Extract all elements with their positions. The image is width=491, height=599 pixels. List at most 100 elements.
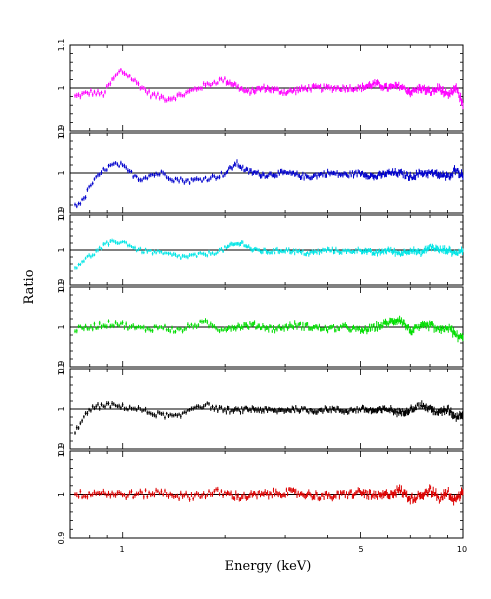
data-point — [231, 166, 233, 171]
data-point — [120, 405, 122, 410]
data-point — [327, 493, 329, 499]
data-point — [243, 406, 245, 412]
data-point — [272, 325, 275, 330]
data-point — [86, 254, 89, 258]
data-point — [125, 321, 127, 327]
data-point — [429, 244, 431, 250]
data-point — [139, 407, 142, 411]
data-point — [438, 247, 439, 253]
data-point — [294, 251, 296, 256]
data-point — [315, 172, 317, 177]
data-point — [370, 83, 371, 89]
data-point — [134, 493, 136, 498]
data-point — [349, 489, 351, 495]
data-point — [298, 493, 300, 497]
data-point — [285, 247, 287, 251]
data-point — [331, 496, 333, 502]
data-point — [171, 413, 173, 418]
data-point — [362, 82, 363, 89]
data-point — [155, 171, 157, 176]
data-point — [261, 409, 263, 414]
data-point — [377, 252, 378, 257]
data-point — [363, 86, 365, 90]
data-point — [132, 323, 135, 328]
data-point — [199, 177, 202, 181]
data-point — [320, 249, 322, 253]
data-point — [334, 327, 336, 333]
data-point — [285, 171, 287, 175]
data-point — [448, 245, 450, 252]
data-point — [371, 173, 373, 178]
data-point — [190, 406, 193, 411]
data-point — [322, 492, 324, 497]
data-point — [287, 327, 289, 331]
data-point — [351, 249, 353, 254]
data-point — [449, 410, 451, 416]
data-point — [134, 406, 136, 411]
data-point — [199, 86, 202, 91]
data-point — [327, 329, 329, 334]
data-point — [263, 491, 265, 497]
data-point — [245, 87, 247, 93]
data-point — [254, 170, 256, 174]
data-point — [224, 490, 226, 495]
data-point — [297, 408, 299, 413]
data-point — [392, 318, 394, 325]
data-point — [380, 251, 382, 254]
data-point — [303, 176, 305, 181]
data-point — [74, 492, 76, 496]
data-point — [197, 404, 200, 409]
data-point — [258, 490, 260, 494]
data-point — [355, 86, 357, 91]
data-point — [420, 491, 422, 499]
data-point — [396, 485, 398, 491]
data-point — [250, 247, 252, 252]
data-point — [292, 248, 295, 252]
panel-5: 0.911.1 — [57, 363, 464, 455]
data-point — [427, 322, 429, 328]
data-point — [375, 408, 377, 413]
data-point — [231, 82, 233, 87]
data-point — [242, 87, 244, 92]
data-point — [371, 407, 373, 414]
data-point — [441, 409, 443, 416]
data-point — [408, 176, 409, 181]
data-point — [123, 325, 126, 330]
data-point — [436, 88, 438, 93]
data-point — [322, 409, 324, 414]
data-point — [86, 90, 89, 95]
data-point — [332, 250, 335, 255]
data-point — [77, 494, 80, 499]
data-point — [361, 327, 363, 333]
data-point — [235, 82, 237, 87]
data-point — [250, 408, 252, 413]
data-point — [408, 87, 409, 94]
data-point — [414, 174, 416, 180]
data-point — [192, 252, 194, 257]
data-point — [335, 494, 337, 499]
data-point — [404, 86, 406, 91]
data-point — [307, 88, 309, 93]
data-point — [434, 169, 436, 175]
data-point — [288, 171, 290, 175]
data-point — [167, 327, 170, 332]
data-point — [155, 251, 157, 255]
data-point — [93, 253, 96, 257]
data-point — [165, 175, 168, 180]
data-point — [298, 322, 300, 326]
data-point — [282, 493, 284, 498]
data-point — [192, 406, 194, 411]
data-point — [90, 254, 92, 259]
data-point — [395, 491, 397, 498]
data-point — [390, 318, 392, 324]
x-axis-title: Energy (keV) — [225, 559, 312, 574]
data-point — [415, 406, 417, 411]
data-point — [270, 491, 272, 496]
data-point — [318, 250, 320, 256]
data-point — [442, 408, 444, 413]
data-point — [399, 407, 401, 414]
data-point — [364, 247, 366, 253]
data-point — [440, 89, 442, 95]
data-point — [263, 408, 265, 414]
